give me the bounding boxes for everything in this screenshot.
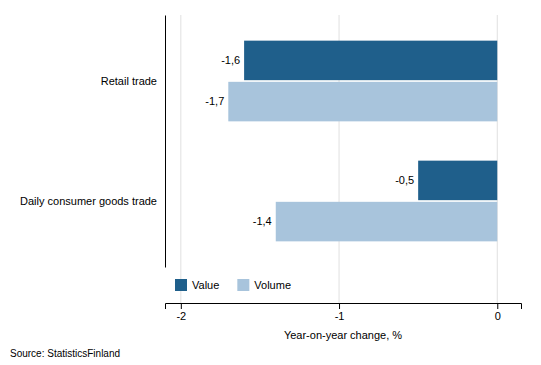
legend-swatch <box>175 279 187 291</box>
y-tick: Daily consumer goods trade <box>20 195 165 207</box>
x-axis-title: Year-on-year change, % <box>284 329 402 341</box>
x-tick-mark <box>339 303 340 309</box>
y-tick-label: Daily consumer goods trade <box>20 195 157 207</box>
legend-swatch <box>237 279 249 291</box>
y-tick-label: Retail trade <box>101 75 157 87</box>
data-label: -0,5 <box>395 174 414 186</box>
grid-line <box>180 15 181 303</box>
x-tick-mark <box>497 303 498 309</box>
x-tick-mark <box>181 303 182 309</box>
x-axis-line <box>166 304 522 310</box>
legend-label: Value <box>192 279 219 291</box>
y-tick: Retail trade <box>101 75 165 87</box>
x-tick-label: -2 <box>176 310 186 322</box>
chart: -0,5 -1,6 -1,4 -1,7 -2 -1 0 Daily consumer good… <box>0 0 541 365</box>
plot: -0,5 -1,6 -1,4 -1,7 -2 -1 0 Daily consumer good… <box>20 15 521 322</box>
x-tick: -2 <box>176 303 186 322</box>
x-axis: -2 -1 0 <box>166 303 522 322</box>
x-tick-label: 0 <box>495 310 501 322</box>
data-label: -1,7 <box>205 95 224 107</box>
legend: Value Volume <box>175 279 291 291</box>
bar <box>276 202 498 242</box>
bar <box>244 41 497 81</box>
grid <box>181 15 497 303</box>
data-label: -1,6 <box>221 54 240 66</box>
legend-label: Volume <box>254 279 291 291</box>
bars <box>228 41 497 242</box>
x-tick: 0 <box>495 303 501 322</box>
y-axis: Daily consumer goods trade Retail trade <box>20 16 165 268</box>
bar <box>228 82 497 122</box>
legend-item: Volume <box>237 279 291 291</box>
data-label: -1,4 <box>253 215 272 227</box>
data-labels: -0,5 -1,6 -1,4 -1,7 <box>205 54 414 227</box>
legend-item: Value <box>175 279 219 291</box>
y-axis-line <box>165 16 166 268</box>
source: Source: StatisticsFinland <box>10 348 120 359</box>
bar <box>418 161 497 201</box>
x-tick: -1 <box>335 303 345 322</box>
x-tick-label: -1 <box>335 310 345 322</box>
